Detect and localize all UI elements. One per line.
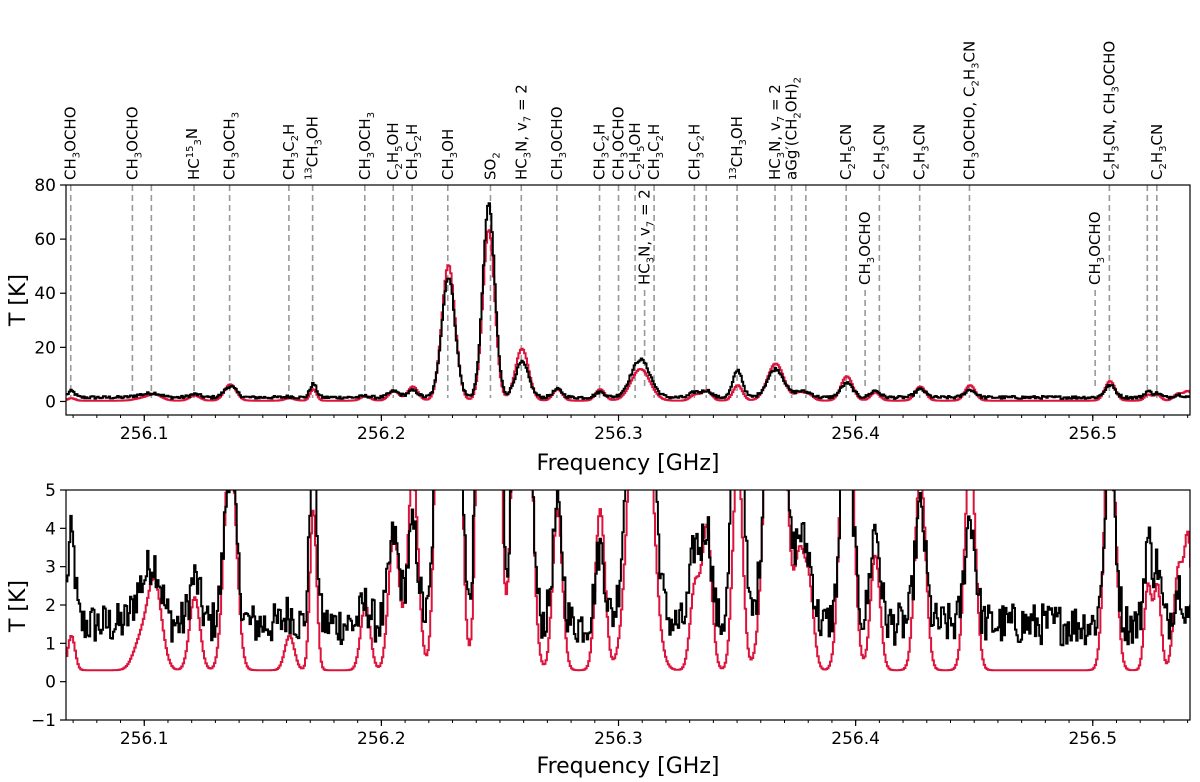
top-model-spectrum — [66, 229, 1190, 402]
top-plot-frame — [65, 184, 1191, 416]
top-y-axis-label: T [K] — [6, 274, 31, 327]
top-x-tick-label: 256.1 — [120, 424, 169, 444]
line-id-label: CH3C2H — [403, 124, 424, 180]
bottom-y-tick-label: 3 — [45, 558, 56, 578]
bottom-x-tick-label: 256.4 — [831, 729, 880, 749]
line-id-label: C2H3CN — [911, 124, 932, 180]
line-id-label: 13CH3OH — [304, 116, 325, 180]
line-id-label: CH3C2H — [645, 124, 666, 180]
bottom-x-tick-label: 256.3 — [594, 729, 643, 749]
bottom-y-axis-label: T [K] — [6, 580, 31, 633]
bottom-panel: 256.1 256.2 256.3 256.4 256.5 −1 0 1 2 3 4 5 Freque… — [6, 481, 1191, 779]
line-id-label: 13CH3OH — [728, 116, 749, 180]
top-y-tick-label: 40 — [34, 284, 56, 304]
bottom-x-tick-label: 256.2 — [357, 729, 406, 749]
line-id-label: C2H5OH — [626, 122, 647, 180]
top-x-tick-label: 256.5 — [1068, 424, 1117, 444]
line-id-label: HC3N, v7 = 2 — [766, 84, 787, 180]
line-id-label: CH3OCHO — [856, 211, 877, 285]
top-observed-spectrum — [66, 202, 1190, 400]
line-id-label: CH3OCHO — [123, 106, 144, 180]
line-id-label: CH3C2H — [685, 124, 706, 180]
top-y-tick-label: 80 — [34, 176, 56, 196]
line-id-label: HC3N, v7 = 2 — [636, 189, 657, 285]
line-id-label: CH3OCHO — [62, 106, 83, 180]
bottom-axes: 256.1 256.2 256.3 256.4 256.5 −1 0 1 2 3 4 5 — [31, 481, 1189, 749]
line-id-label: HC3N, v7 = 2 — [512, 84, 533, 180]
line-id-label: C2H5CN — [837, 124, 858, 180]
line-id-label: CH3OCHO — [610, 106, 631, 180]
line-id-label: C2H3CN, CH3OCHO — [1100, 41, 1121, 180]
line-id-label: CH3OH — [439, 129, 460, 180]
top-y-tick-label: 0 — [45, 392, 56, 412]
bottom-y-tick-label: −1 — [31, 711, 56, 731]
bottom-y-tick-label: 2 — [45, 596, 56, 616]
line-id-label: CH3OCH3 — [221, 112, 242, 180]
bottom-x-tick-label: 256.5 — [1068, 729, 1117, 749]
top-y-tick-label: 20 — [34, 338, 56, 358]
bottom-y-tick-label: 5 — [45, 481, 56, 501]
line-id-label: aGg′(CH2OH)2 — [783, 77, 804, 180]
top-x-tick-label: 256.2 — [357, 424, 406, 444]
line-id-label: CH3OCHO — [1086, 211, 1107, 285]
bottom-model-spectrum — [66, 490, 1190, 672]
line-id-label: CH3C2H — [591, 124, 612, 180]
line-id-label: CH3OCHO — [548, 106, 569, 180]
bottom-y-tick-label: 1 — [45, 634, 56, 654]
top-x-tick-label: 256.4 — [831, 424, 880, 444]
top-axes: 256.1 256.2 256.3 256.4 256.5 0 20 40 60 80 — [34, 176, 1189, 444]
line-id-label: C2H3CN — [870, 124, 891, 180]
line-id-label: CH3OCH3 — [356, 112, 377, 180]
bottom-observed-spectrum — [66, 490, 1190, 647]
line-id-label: HC153N — [183, 128, 204, 180]
top-line-id-markers — [69, 185, 1158, 398]
bottom-x-tick-label: 256.1 — [120, 729, 169, 749]
line-id-label: SO2 — [482, 152, 503, 180]
bottom-y-tick-label: 0 — [45, 673, 56, 693]
top-x-tick-label: 256.3 — [594, 424, 643, 444]
bottom-x-axis-label: Frequency [GHz] — [537, 754, 720, 779]
line-id-label: C2H3CN — [1148, 124, 1169, 180]
line-id-label: C2H5OH — [384, 122, 405, 180]
top-x-axis-label: Frequency [GHz] — [537, 451, 720, 476]
top-line-id-labels: CH3OCHOCH3OCHOHC153NCH3OCH3CH3C2H13CH3OH… — [62, 41, 1169, 285]
top-panel: CH3OCHOCH3OCHOHC153NCH3OCH3CH3C2H13CH3OH… — [6, 41, 1191, 476]
bottom-y-tick-label: 4 — [45, 519, 56, 539]
line-id-label: CH3OCHO, C2H3CN — [961, 41, 982, 180]
top-y-tick-label: 60 — [34, 230, 56, 250]
line-id-label: CH3C2H — [280, 124, 301, 180]
